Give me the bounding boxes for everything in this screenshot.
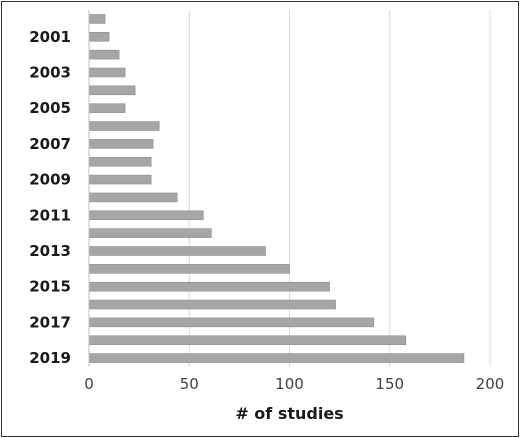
bar-2000 bbox=[88, 14, 106, 24]
bar-2010 bbox=[88, 192, 178, 203]
y-tick-label-2003: 2003 bbox=[29, 63, 71, 81]
bar-layer bbox=[88, 10, 465, 367]
x-tick-label-100: 100 bbox=[275, 375, 304, 393]
bar-chart: 2001 2003 2005 2007 2009 2011 2013 2015 2017 2019… bbox=[29, 10, 504, 423]
x-tick-label-150: 150 bbox=[375, 375, 404, 393]
x-tick-label-50: 50 bbox=[180, 375, 199, 393]
bar-2012 bbox=[88, 228, 212, 238]
y-tick-label-2017: 2017 bbox=[29, 313, 71, 331]
x-tick-label-0: 0 bbox=[84, 375, 94, 393]
bar-2019 bbox=[88, 353, 465, 363]
y-tick-labels: 2001 2003 2005 2007 2009 2011 2013 2015 2017 2019 bbox=[29, 28, 71, 367]
bar-2014 bbox=[88, 264, 290, 274]
bar-2013 bbox=[88, 246, 266, 256]
y-tick-label-2007: 2007 bbox=[29, 135, 71, 153]
bar-2005 bbox=[88, 103, 126, 113]
x-axis-title: # of studies bbox=[235, 404, 343, 423]
y-tick-label-2009: 2009 bbox=[29, 171, 71, 189]
y-tick-label-2015: 2015 bbox=[29, 278, 71, 296]
y-tick-label-2019: 2019 bbox=[29, 349, 71, 367]
bar-2002 bbox=[88, 49, 120, 60]
y-tick-label-2001: 2001 bbox=[29, 28, 71, 46]
bar-2009 bbox=[88, 174, 152, 185]
bar-2017 bbox=[88, 317, 375, 328]
bar-2016 bbox=[88, 299, 336, 310]
bar-2018 bbox=[88, 335, 407, 345]
y-tick-label-2005: 2005 bbox=[29, 99, 71, 117]
bar-2004 bbox=[88, 85, 136, 96]
bar-2003 bbox=[88, 67, 126, 78]
y-tick-label-2013: 2013 bbox=[29, 242, 71, 260]
grid-layer bbox=[88, 10, 491, 367]
x-tick-labels: 0 50 100 150 200 bbox=[84, 375, 504, 393]
x-tick-label-200: 200 bbox=[476, 375, 505, 393]
bar-2011 bbox=[88, 210, 204, 221]
bar-2015 bbox=[88, 281, 330, 292]
bar-2001 bbox=[88, 32, 110, 42]
bar-2008 bbox=[88, 156, 152, 167]
bar-2006 bbox=[88, 121, 160, 131]
y-tick-label-2011: 2011 bbox=[29, 206, 71, 224]
bar-2007 bbox=[88, 139, 154, 149]
